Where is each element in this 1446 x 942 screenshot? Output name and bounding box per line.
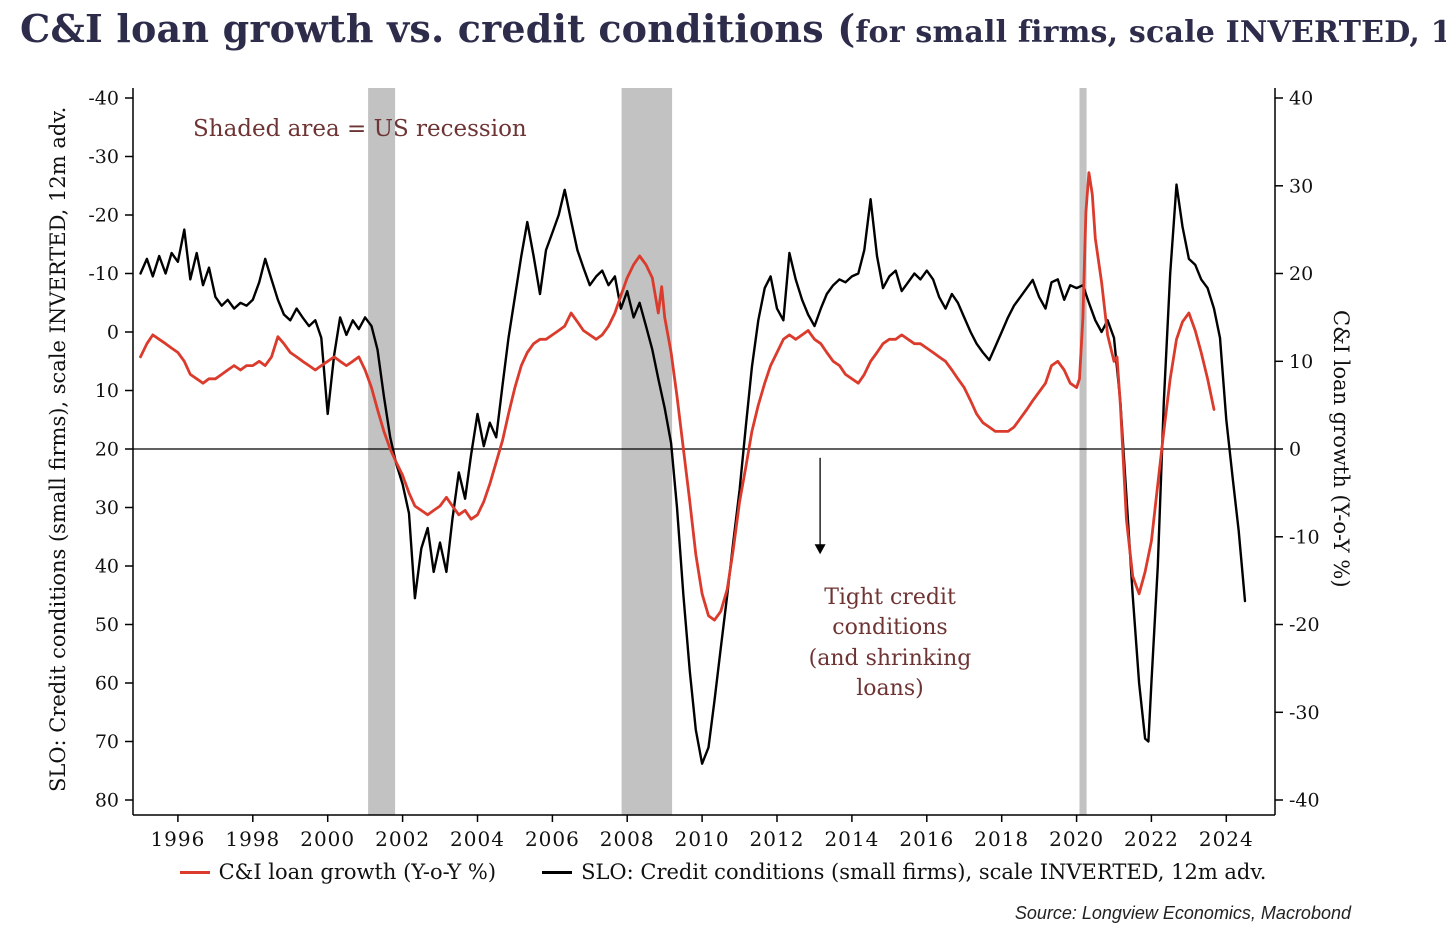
left-tick-label: -20 <box>88 205 119 227</box>
left-tick-label: 70 <box>95 731 119 753</box>
left-tick-label: 0 <box>107 322 119 344</box>
series-slo-credit-conditions <box>139 183 1247 765</box>
x-tick-label: 2002 <box>375 827 430 851</box>
tight-credit-arrow <box>814 457 826 555</box>
right-tick-label: 0 <box>1289 439 1301 461</box>
left-tick-label: -30 <box>88 146 119 168</box>
source-credit: Source: Longview Economics, Macrobond <box>1014 903 1351 923</box>
left-tick-label: -10 <box>88 263 119 285</box>
x-tick-label: 2008 <box>600 827 655 851</box>
x-tick-label: 1998 <box>225 827 280 851</box>
recession-annotation: Shaded area = US recession <box>193 116 527 142</box>
page-title: C&I loan growth vs. credit conditions (f… <box>20 6 1446 51</box>
legend-item-slo: SLO: Credit conditions (small firms), sc… <box>542 860 1266 884</box>
x-tick-label: 1996 <box>150 827 205 851</box>
x-tick-label: 2020 <box>1049 827 1104 851</box>
left-tick-label: -40 <box>88 88 119 110</box>
left-tick-label: 50 <box>95 614 119 636</box>
x-tick-label: 2022 <box>1124 827 1179 851</box>
page-title-subtitle: for small firms, scale INVERTED, 12m adv… <box>855 15 1446 50</box>
right-tick-label: -10 <box>1289 526 1320 548</box>
legend-label-loan-growth: C&I loan growth (Y-o-Y %) <box>218 860 497 884</box>
left-axis-ticks: -40 -30 -20 -10 0 10 20 30 40 50 60 70 80 <box>88 88 133 812</box>
recession-band <box>1079 88 1087 815</box>
x-axis-ticks: 1996 1998 2000 2002 2004 2006 2008 2010 2012 2014… <box>150 815 1253 851</box>
left-tick-label: 60 <box>95 673 119 695</box>
axes-frame <box>132 88 1276 816</box>
tight-credit-annotation: Tight credit conditions (and shrinking l… <box>808 585 972 702</box>
right-axis-ticks: 40 30 20 10 0 -10 -20 -30 -40 <box>1275 88 1320 812</box>
right-tick-label: 10 <box>1289 351 1313 373</box>
left-tick-label: 20 <box>95 439 119 461</box>
x-tick-label: 2012 <box>750 827 805 851</box>
legend-item-loan-growth: C&I loan growth (Y-o-Y %) <box>179 860 497 884</box>
left-tick-label: 30 <box>95 497 119 519</box>
x-tick-label: 2016 <box>899 827 954 851</box>
recession-bands <box>368 88 1087 815</box>
left-tick-label: 80 <box>95 790 119 812</box>
recession-band <box>621 88 673 815</box>
x-tick-label: 2014 <box>824 827 879 851</box>
legend-label-slo: SLO: Credit conditions (small firms), sc… <box>581 860 1267 884</box>
left-tick-label: 40 <box>95 556 119 578</box>
legend-swatch-black-line <box>542 870 573 874</box>
x-tick-label: 2024 <box>1199 827 1254 851</box>
right-tick-label: -40 <box>1289 790 1320 812</box>
series-ci-loan-growth <box>139 171 1216 622</box>
legend: C&I loan growth (Y-o-Y %) SLO: Credit co… <box>0 860 1446 884</box>
page-title-main: C&I loan growth vs. credit conditions ( <box>20 6 856 51</box>
right-tick-label: -20 <box>1289 614 1320 636</box>
x-tick-label: 2018 <box>974 827 1029 851</box>
right-tick-label: 40 <box>1289 88 1313 110</box>
left-axis-label: SLO: Credit conditions (small firms), sc… <box>46 106 70 792</box>
x-tick-label: 2004 <box>450 827 505 851</box>
legend-swatch-red-line <box>179 870 210 874</box>
right-tick-label: 30 <box>1289 175 1313 197</box>
x-tick-label: 2010 <box>675 827 730 851</box>
x-tick-label: 2000 <box>300 827 355 851</box>
left-tick-label: 10 <box>95 380 119 402</box>
right-tick-label: 20 <box>1289 263 1313 285</box>
x-tick-label: 2006 <box>525 827 580 851</box>
right-tick-label: -30 <box>1289 702 1320 724</box>
right-axis-label: C&I loan growth (Y-o-Y %) <box>1329 310 1353 588</box>
